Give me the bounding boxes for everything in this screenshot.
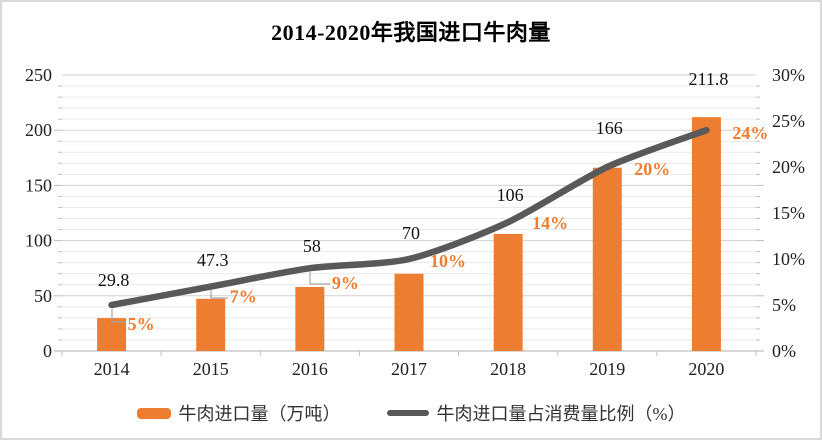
- label-leader-line: [309, 271, 330, 285]
- bar-value-label: 58: [303, 236, 321, 256]
- bar-value-label: 47.3: [197, 250, 229, 270]
- chart-title: 2014-2020年我国进口牛肉量: [271, 20, 551, 45]
- bar-value-label: 29.8: [98, 270, 130, 290]
- label-leader-line: [210, 290, 228, 299]
- ratio-value-label: 5%: [128, 314, 155, 334]
- bar-value-label: 106: [497, 185, 524, 205]
- x-axis-label: 2020: [688, 359, 724, 379]
- legend-item-imports: 牛肉进口量（万吨）: [136, 400, 341, 426]
- x-axis-label: 2015: [193, 359, 229, 379]
- bar-value-label: 211.8: [689, 69, 729, 89]
- bar-2017: [394, 273, 424, 351]
- left-axis-label: 250: [25, 65, 52, 85]
- bar-value-label: 166: [596, 118, 623, 138]
- ratio-value-label: 14%: [532, 213, 568, 233]
- right-axis-label: 10%: [772, 249, 805, 269]
- line-series-swatch: [386, 410, 429, 416]
- legend-label-imports: 牛肉进口量（万吨）: [178, 404, 341, 424]
- x-axis-label: 2017: [391, 359, 427, 379]
- legend: 牛肉进口量（万吨） 牛肉进口量占消费量比例（%）: [2, 398, 820, 428]
- left-axis-label: 200: [25, 120, 52, 140]
- left-axis-label: 50: [34, 286, 52, 306]
- bar-value-label: 70: [402, 223, 420, 243]
- x-axis-label: 2018: [490, 359, 526, 379]
- ratio-value-label: 9%: [332, 273, 359, 293]
- bar-2019: [592, 167, 622, 351]
- right-axis-label: 20%: [772, 157, 805, 177]
- x-axis-label: 2016: [292, 359, 328, 379]
- ratio-value-label: 20%: [634, 159, 670, 179]
- label-leader-line: [111, 309, 126, 323]
- ratio-value-label: 10%: [430, 251, 466, 271]
- ratio-value-label: 7%: [230, 287, 257, 307]
- bar-2015: [196, 298, 226, 351]
- left-axis-label: 0: [43, 341, 52, 361]
- ratio-line-series: [108, 126, 710, 309]
- left-axis-label: 100: [25, 231, 52, 251]
- x-axis-label: 2014: [94, 359, 130, 379]
- legend-label-ratio: 牛肉进口量占消费量比例（%）: [436, 404, 686, 424]
- legend-item-ratio: 牛肉进口量占消费量比例（%）: [386, 400, 686, 426]
- ratio-value-label: 24%: [732, 123, 768, 143]
- right-axis-label: 25%: [772, 111, 805, 131]
- right-axis-label: 5%: [772, 295, 796, 315]
- right-axis-label: 30%: [772, 65, 805, 85]
- bar-2018: [493, 233, 523, 351]
- right-axis-label: 15%: [772, 203, 805, 223]
- bar-2016: [295, 286, 325, 351]
- bar-series-swatch: [136, 407, 171, 419]
- bar-2014: [97, 318, 127, 351]
- right-axis-label: 0%: [772, 341, 796, 361]
- bar-2020: [691, 117, 721, 352]
- left-axis-label: 150: [25, 175, 52, 195]
- x-axis-label: 2019: [589, 359, 625, 379]
